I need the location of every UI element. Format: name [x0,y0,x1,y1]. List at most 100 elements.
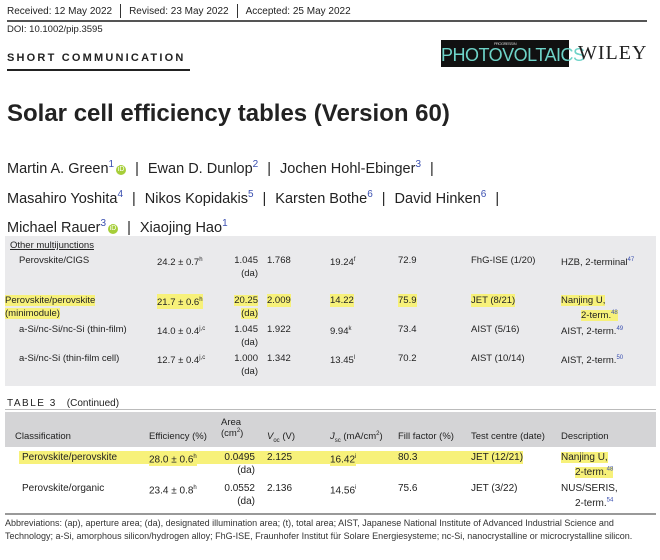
footnote-mark: k [348,326,352,332]
table-row: a-Si/nc-Si (thin-film cell) 12.7 ± 0.4j,c… [5,352,656,380]
cell-classification: Perovskite/perovskite (minimodule) [5,294,96,320]
orcid-icon[interactable]: iD [116,164,127,175]
cell-fill-factor: 75.6 [398,483,418,494]
cell-test-centre: AIST (10/14) [471,353,525,364]
jsc-close: ) [379,431,383,443]
voc-sub: oc [273,437,280,444]
col-test-centre: Test centre (date) [471,431,545,442]
cell-test-centre: AIST (5/16) [471,324,520,335]
affiliation-ref[interactable]: 4 [117,188,123,200]
orcid-icon[interactable]: iD [108,224,119,235]
reference-link[interactable]: 49 [616,326,624,332]
cell-area: 20.25 (da) [228,294,258,320]
description-text: AIST, 2-term. [561,326,617,338]
voc-symbol: V [267,431,274,442]
efficiency-value: 28.0 ± 0.6 [149,454,194,466]
affiliation-ref[interactable]: 6 [480,188,487,200]
footnote-mark: i [355,454,357,460]
journal-logo[interactable]: PROGRESS IN PHOTOVOLTAICS [441,40,585,67]
author[interactable]: Michael Rauer3 iD [7,218,119,236]
reference-link[interactable]: 50 [616,355,624,361]
col-area: Area (cm2) [221,417,243,439]
cell-classification: Perovskite/perovskite [22,451,118,464]
affiliation-ref[interactable]: 1 [108,159,115,170]
table-row: Perovskite/CIGS 24.2 ± 0.7h 1.045 (da) 1.768… [5,254,656,282]
cell-description: Nanjing U, 2-term.48 [561,294,618,322]
author-separator: | [127,220,131,237]
table-row: Perovskite/perovskite 28.0 ± 0.6h 0.0495 (d… [5,451,656,479]
footnote-mark: j,c [199,355,206,361]
area-type: (da) [237,465,255,476]
jsc-symbol: J [330,431,335,443]
col-area-sup: 2 [236,428,241,434]
jsc-value: 16.42 [330,454,356,466]
divider [5,513,656,515]
col-jsc: Jsc (mA/cm2) [330,431,383,444]
cell-efficiency: 23.4 ± 0.8h [149,482,197,497]
author[interactable]: Nikos Kopidakis5 [145,188,254,207]
affiliation-ref[interactable]: 3 [415,159,421,170]
table3-body: Perovskite/perovskite 28.0 ± 0.6h 0.0495 (d… [5,447,656,513]
cell-jsc: 14.22 [330,294,354,307]
cell-classification: Perovskite/CIGS [19,254,89,267]
jsc-sup: 2 [376,431,380,437]
author[interactable]: Xiaojing Hao1 [139,218,228,237]
cell-area: 1.045 (da) [228,323,258,349]
author-separator: | [267,160,272,177]
revised-date: Revised: 23 May 2022 [129,5,229,17]
col-voc: Voc (V) [267,431,295,444]
efficiency-value: 21.7 ± 0.6 [157,297,200,309]
jsc-value: 13.45 [330,355,354,367]
jsc-unit: (mA/cm [340,431,377,443]
affiliation-ref[interactable]: 5 [247,188,254,200]
cell-description: HZB, 2-terminal47 [561,254,634,269]
table-header: Classification Efficiency (%) Area (cm2) … [5,412,656,447]
area-value: 20.25 [234,295,258,306]
cell-voc: 2.136 [267,483,293,494]
author[interactable]: Ewan D. Dunlop2 [148,159,259,177]
cell-description: AIST, 2-term.49 [561,323,623,338]
group-label: Other multijunctions [10,240,94,251]
author-list: Martin A. Green1 iD | Ewan D. Dunlop2 | Joche… [7,152,647,241]
cell-fill-factor: 70.2 [398,353,417,364]
cell-fill-factor: 72.9 [398,255,417,266]
reference-link[interactable]: 48 [606,467,614,473]
cell-efficiency: 24.2 ± 0.7h [157,254,203,269]
table-row: Perovskite/organic 23.4 ± 0.8h 0.0552 (da) 2… [5,482,656,510]
footnote-mark: h [199,297,203,303]
reference-link[interactable]: 54 [606,498,614,504]
description-text: Nanjing U, [561,452,608,463]
area-type: (da) [241,337,258,348]
col-fill-factor: Fill factor (%) [398,431,454,442]
author[interactable]: Masahiro Yoshita4 [7,188,123,207]
cell-efficiency: 21.7 ± 0.6h [157,294,203,310]
reference-link[interactable]: 47 [627,257,635,263]
description-text: HZB, 2-terminal [561,257,628,269]
cell-classification: a-Si/nc-Si (thin-film cell) [19,352,119,365]
accepted-date: Accepted: 25 May 2022 [245,5,351,17]
cell-fill-factor: 80.3 [398,451,418,464]
doi[interactable]: DOI: 10.1002/pip.3595 [7,24,103,35]
journal-logo-small: PROGRESS IN [493,41,517,46]
author[interactable]: Karsten Bothe6 [275,188,373,207]
affiliation-ref[interactable]: 6 [367,188,373,200]
cell-efficiency: 14.0 ± 0.4j,c [157,323,205,338]
jsc-value: 19.24 [330,257,354,269]
author[interactable]: Martin A. Green1 iD [7,159,127,177]
reference-link[interactable]: 48 [611,310,618,316]
author-separator: | [381,190,386,207]
area-value: 1.045 [234,324,258,335]
cell-test-centre: JET (12/21) [471,451,524,464]
author[interactable]: David Hinken6 [395,188,487,207]
cell-voc: 1.922 [267,324,291,335]
cell-jsc: 13.45l [330,352,355,367]
publisher-logo[interactable]: WILEY [578,42,648,64]
author-separator: | [132,190,136,207]
affiliation-ref[interactable]: 3 [100,218,107,230]
author-name: Xiaojing Hao [139,220,223,237]
affiliation-ref[interactable]: 1 [222,218,228,230]
affiliation-ref[interactable]: 2 [252,159,259,170]
abbreviations: Abbreviations: (ap), aperture area; (da)… [5,518,633,541]
author[interactable]: Jochen Hohl-Ebinger3 [280,159,421,177]
classification-sub: (minimodule) [5,308,60,319]
